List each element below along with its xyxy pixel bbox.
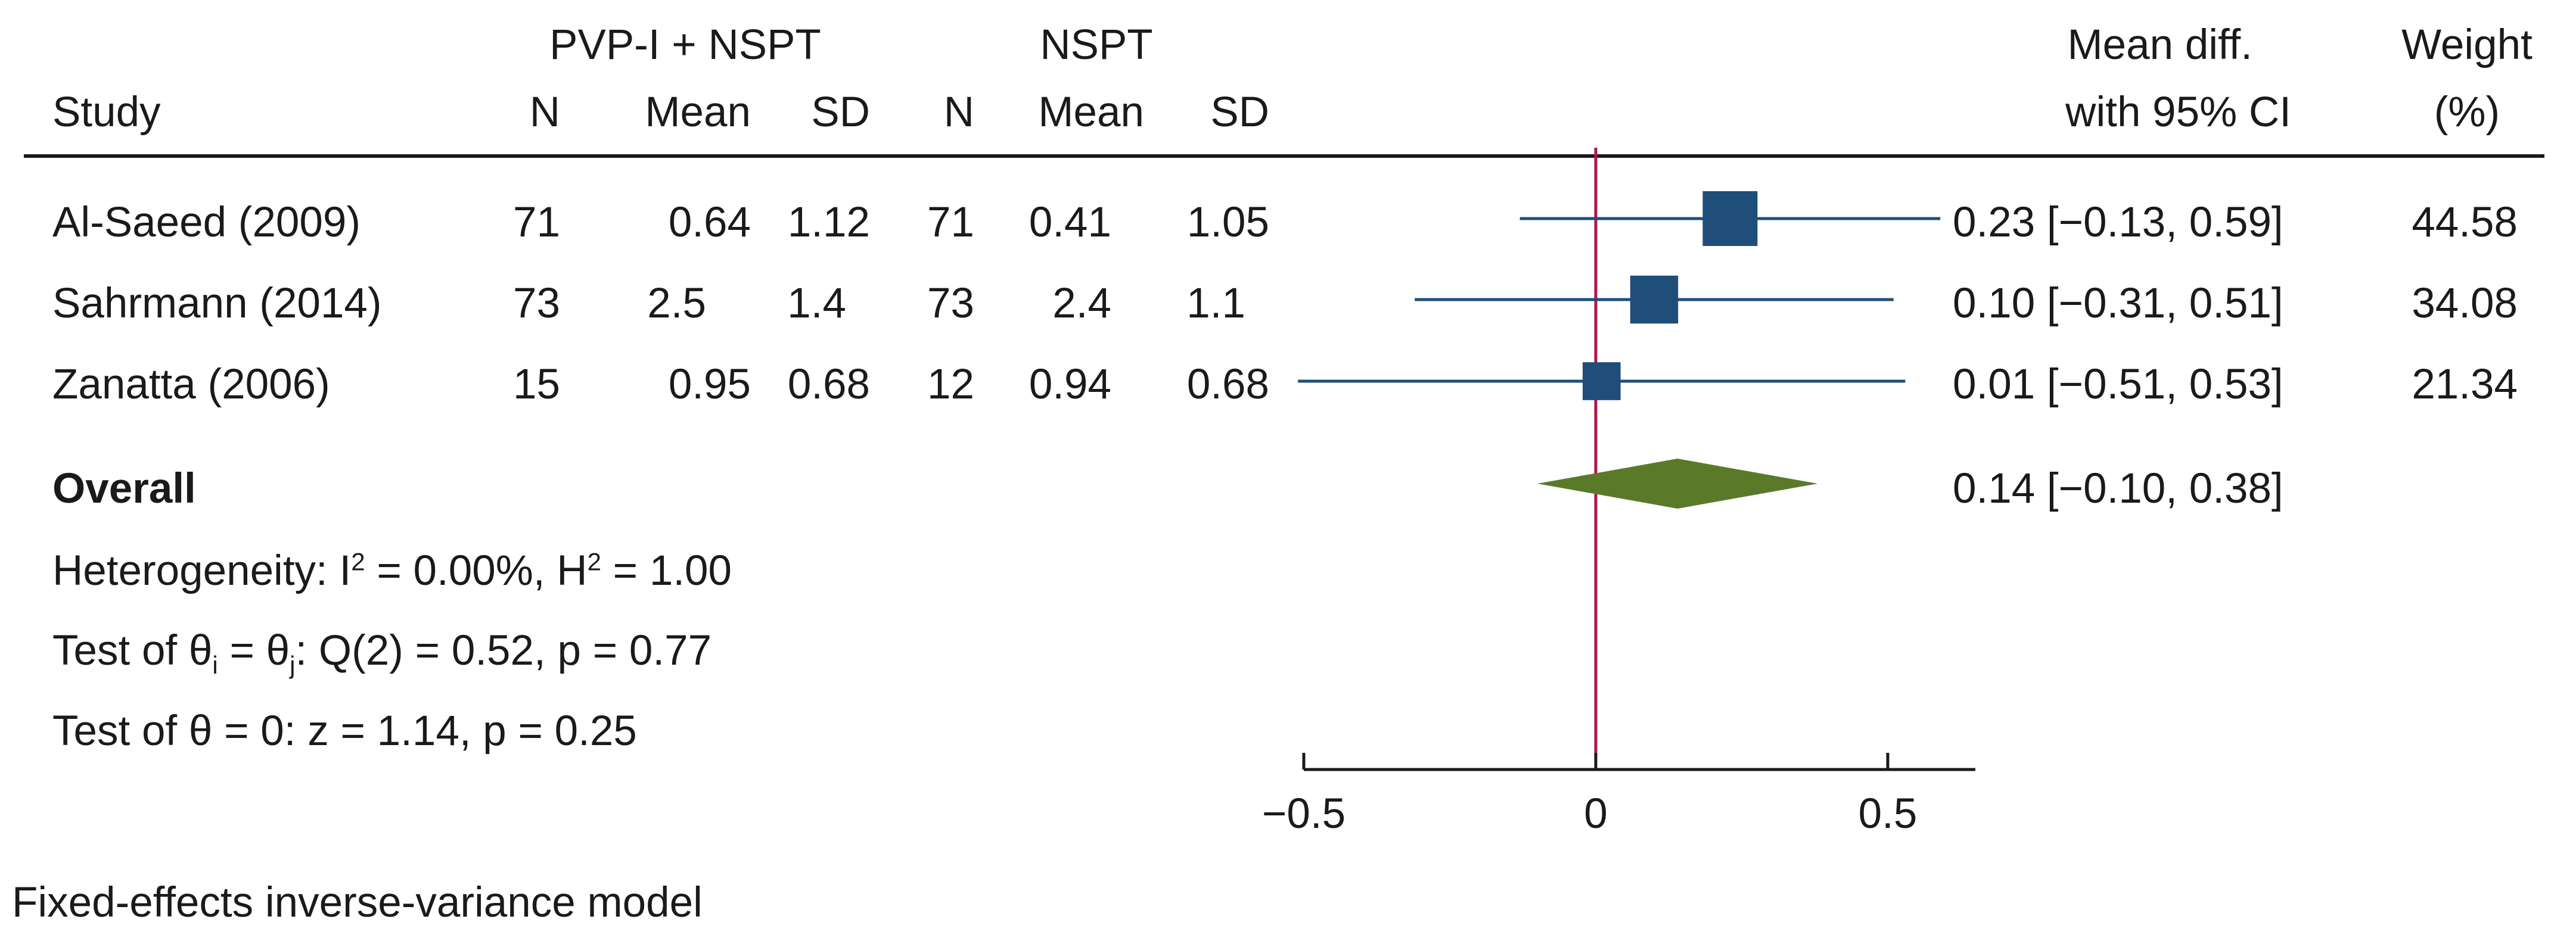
ci-text: 0.10 [−0.31, 0.51]	[1953, 280, 2283, 327]
sd1-value: 0.68	[787, 361, 870, 408]
effect-header-line1: Mean diff.	[2067, 21, 2253, 68]
mean2-value: 0.41	[1028, 199, 1111, 246]
effect-header-line2: with 95% CI	[2065, 89, 2291, 136]
sd1-value: 1.4	[787, 280, 846, 327]
effect-marker	[1630, 275, 1679, 324]
weight-header-line1: Weight	[2401, 21, 2533, 68]
mean2-column-header: Mean	[1038, 89, 1144, 136]
study-name: Zanatta (2006)	[52, 361, 330, 408]
n1-value: 71	[513, 199, 560, 246]
study-name: Al-Saeed (2009)	[52, 199, 361, 246]
study-column-header: Study	[52, 89, 161, 136]
weight-value: 21.34	[2412, 361, 2518, 408]
group2-header: NSPT	[1040, 21, 1153, 68]
mean1-column-header: Mean	[645, 89, 751, 136]
study-name: Sahrmann (2014)	[52, 280, 382, 327]
effect-marker	[1702, 191, 1758, 246]
effect-marker	[1582, 362, 1621, 400]
mean1-value: 2.5	[647, 280, 706, 327]
sd1-value: 1.12	[787, 199, 870, 246]
n1-column-header: N	[529, 89, 560, 136]
n2-value: 73	[927, 280, 974, 327]
x-tick-label: −0.5	[1262, 790, 1346, 837]
ci-text: 0.23 [−0.13, 0.59]	[1953, 199, 2283, 246]
weight-header-line2: (%)	[2434, 89, 2500, 136]
x-tick-label: 0	[1584, 790, 1608, 837]
group1-header: PVP-I + NSPT	[549, 21, 821, 68]
n2-value: 71	[927, 199, 974, 246]
overall-label: Overall	[52, 465, 196, 512]
ci-text: 0.01 [−0.51, 0.53]	[1953, 361, 2283, 408]
overall-diamond	[1537, 459, 1818, 509]
weight-value: 34.08	[2412, 280, 2518, 327]
heterogeneity-text: Heterogeneity: I2 = 0.00%, H2 = 1.00	[52, 547, 732, 594]
overall-ci-text: 0.14 [−0.10, 0.38]	[1953, 465, 2283, 512]
mean2-value: 0.94	[1028, 361, 1111, 408]
sd2-value: 0.68	[1186, 361, 1269, 408]
model-footnote: Fixed-effects inverse-variance model	[12, 879, 703, 926]
overall-effect-test-text: Test of θ = 0: z = 1.14, p = 0.25	[52, 708, 637, 755]
n1-value: 73	[513, 280, 560, 327]
mean1-value: 0.95	[668, 361, 751, 408]
sd2-value: 1.1	[1186, 280, 1245, 327]
weight-value: 44.58	[2412, 199, 2518, 246]
mean2-value: 2.4	[1052, 280, 1111, 327]
n2-value: 12	[927, 361, 974, 408]
sd2-column-header: SD	[1210, 89, 1269, 136]
n2-column-header: N	[943, 89, 974, 136]
n1-value: 15	[513, 361, 560, 408]
x-tick-label: 0.5	[1859, 790, 1918, 837]
sd2-value: 1.05	[1186, 199, 1269, 246]
mean1-value: 0.64	[668, 199, 751, 246]
sd1-column-header: SD	[811, 89, 870, 136]
homogeneity-test-text: Test of θi = θj: Q(2) = 0.52, p = 0.77	[52, 627, 712, 680]
